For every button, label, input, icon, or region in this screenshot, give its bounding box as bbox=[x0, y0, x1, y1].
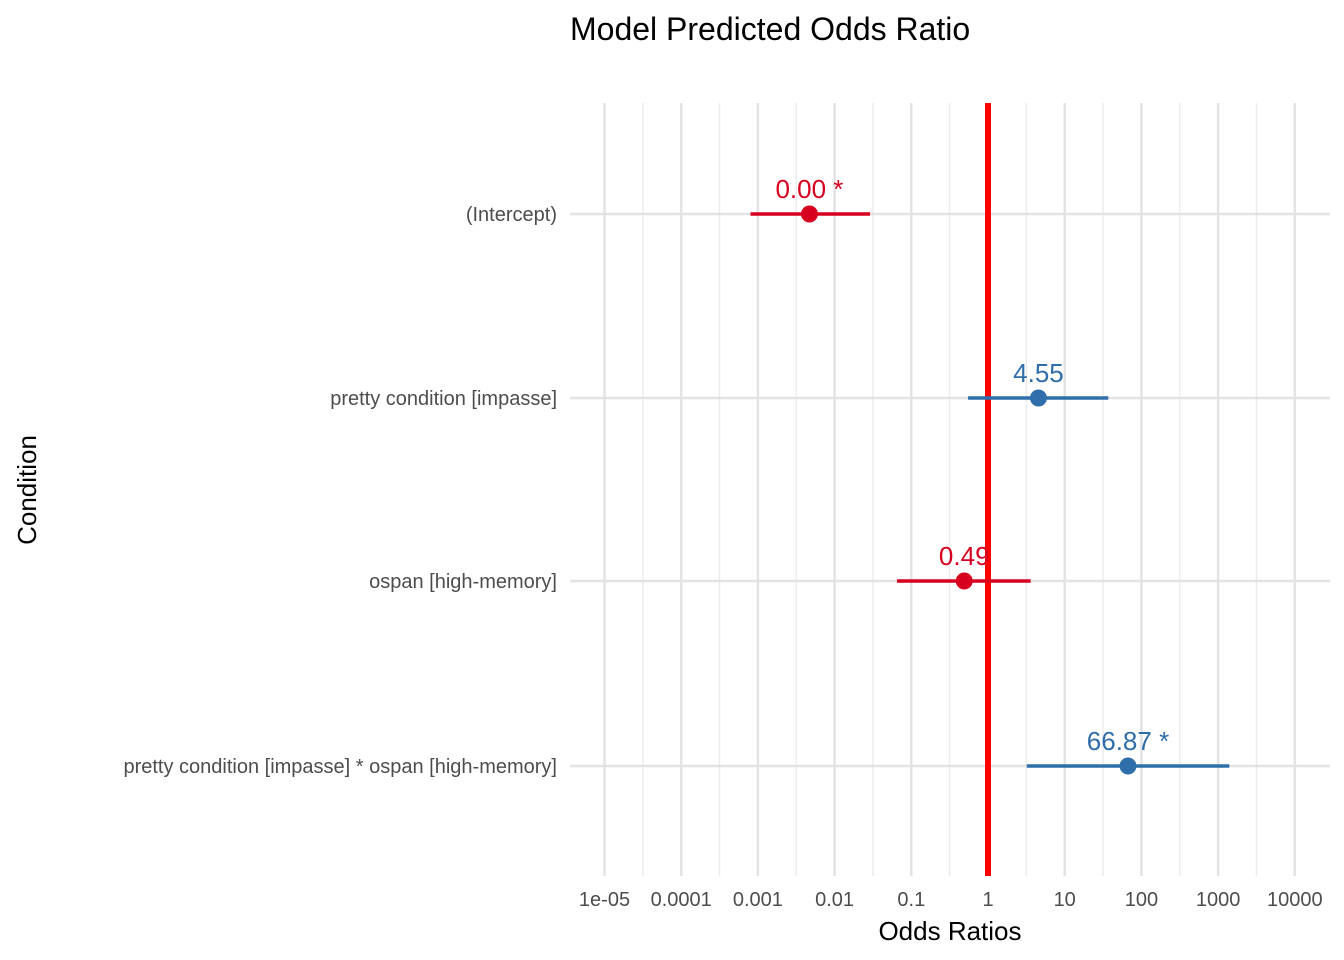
x-tick-label: 1000 bbox=[1196, 889, 1241, 911]
x-tick-label: 100 bbox=[1125, 889, 1158, 911]
x-tick-label: 10000 bbox=[1267, 889, 1323, 911]
data-label: 0.49 bbox=[939, 541, 990, 571]
x-tick-label: 10 bbox=[1054, 889, 1076, 911]
category-labels: (Intercept) pretty condition [impasse] osp… bbox=[123, 204, 557, 778]
x-tick-labels: 1e-05 0.0001 0.001 0.01 0.1 1 10 100 1000 10000 bbox=[579, 889, 1323, 911]
category-label: ospan [high-memory] bbox=[369, 571, 557, 593]
category-label: (Intercept) bbox=[466, 204, 557, 226]
data-point bbox=[800, 205, 818, 223]
data-marks: 0.00 * 4.55 0.49 66.87 * bbox=[750, 103, 1230, 876]
x-tick-label: 1e-05 bbox=[579, 889, 630, 911]
category-label: pretty condition [impasse] * ospan [high… bbox=[123, 756, 557, 778]
x-axis-title: Odds Ratios bbox=[878, 916, 1021, 946]
data-label: 0.00 * bbox=[775, 174, 843, 204]
minor-gridlines bbox=[642, 103, 1258, 876]
data-point bbox=[1119, 757, 1137, 775]
x-tick-label: 0.1 bbox=[897, 889, 925, 911]
x-tick-label: 0.0001 bbox=[651, 889, 712, 911]
chart-title: Model Predicted Odds Ratio bbox=[570, 11, 970, 47]
data-point bbox=[955, 572, 973, 590]
x-tick-label: 0.01 bbox=[815, 889, 854, 911]
data-label: 66.87 * bbox=[1087, 726, 1169, 756]
data-label: 4.55 bbox=[1013, 358, 1064, 388]
y-axis-title: Condition bbox=[12, 435, 42, 545]
x-tick-label: 0.001 bbox=[733, 889, 783, 911]
x-tick-label: 1 bbox=[982, 889, 993, 911]
category-label: pretty condition [impasse] bbox=[330, 388, 557, 410]
data-point bbox=[1029, 389, 1047, 407]
